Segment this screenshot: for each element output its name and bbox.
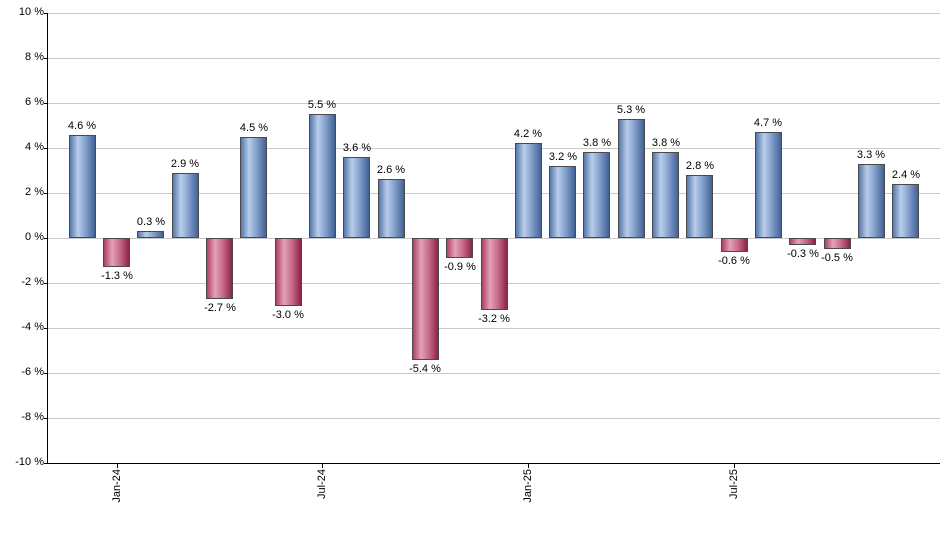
bar-positive xyxy=(343,157,370,238)
bar-value-label: -2.7 % xyxy=(204,302,236,314)
bar-value-label: 4.2 % xyxy=(513,128,543,140)
gridline xyxy=(48,148,940,149)
y-tick-label: 0 % xyxy=(25,231,44,243)
y-axis-tick xyxy=(44,193,48,194)
bar-value-label: -0.9 % xyxy=(444,261,476,273)
y-tick-label: -6 % xyxy=(21,366,44,378)
bar-value-label: 2.9 % xyxy=(170,158,200,170)
bar-negative xyxy=(721,238,748,252)
bar-positive xyxy=(137,231,164,238)
bar-negative xyxy=(103,238,130,267)
bar-value-label: -3.0 % xyxy=(272,309,304,321)
bar-positive xyxy=(549,166,576,238)
bar-positive xyxy=(172,173,199,238)
bar-value-label: 4.5 % xyxy=(239,122,269,134)
bar-value-label: 2.6 % xyxy=(376,164,406,176)
bar-value-label: 3.3 % xyxy=(856,149,886,161)
x-tick-label: Jul-25 xyxy=(728,469,740,499)
x-axis-tick xyxy=(734,463,735,468)
bar-negative xyxy=(446,238,473,258)
bar-positive xyxy=(515,143,542,238)
bar-value-label: -5.4 % xyxy=(409,363,441,375)
gridline xyxy=(48,58,940,59)
x-axis-tick xyxy=(528,463,529,468)
bar-positive xyxy=(858,164,885,238)
bar-value-label: 3.2 % xyxy=(548,151,578,163)
x-axis-tick xyxy=(117,463,118,468)
y-axis-tick xyxy=(44,283,48,284)
y-tick-label: -2 % xyxy=(21,276,44,288)
bar-positive xyxy=(755,132,782,238)
bar-value-label: 5.3 % xyxy=(616,104,646,116)
bar-value-label: 3.8 % xyxy=(582,137,612,149)
bar-negative xyxy=(824,238,851,249)
gridline xyxy=(48,418,940,419)
x-tick-label: Jan-25 xyxy=(522,469,534,503)
bar-positive xyxy=(69,135,96,238)
y-axis-tick xyxy=(44,328,48,329)
bar-negative xyxy=(789,238,816,245)
y-tick-label: 2 % xyxy=(25,186,44,198)
bar-positive xyxy=(618,119,645,238)
bar-positive xyxy=(309,114,336,238)
bar-positive xyxy=(686,175,713,238)
bar-value-label: 4.7 % xyxy=(753,117,783,129)
y-tick-label: 4 % xyxy=(25,141,44,153)
bar-value-label: -0.3 % xyxy=(787,248,819,260)
bar-positive xyxy=(240,137,267,238)
bar-positive xyxy=(652,152,679,238)
bar-negative xyxy=(206,238,233,299)
y-tick-label: -10 % xyxy=(15,456,44,468)
x-tick-label: Jul-24 xyxy=(316,469,328,499)
y-tick-label: -8 % xyxy=(21,411,44,423)
y-axis-tick xyxy=(44,103,48,104)
y-axis-tick xyxy=(44,463,48,464)
bar-value-label: -0.6 % xyxy=(718,255,750,267)
bar-positive xyxy=(892,184,919,238)
bar-value-label: 3.8 % xyxy=(651,137,681,149)
y-axis-tick xyxy=(44,373,48,374)
y-tick-label: -4 % xyxy=(21,321,44,333)
bar-value-label: -3.2 % xyxy=(478,313,510,325)
y-axis-tick xyxy=(44,238,48,239)
bar-negative xyxy=(275,238,302,306)
gridline xyxy=(48,13,940,14)
bar-value-label: 3.6 % xyxy=(342,142,372,154)
bar-negative xyxy=(412,238,439,360)
gridline xyxy=(48,103,940,104)
y-axis-tick xyxy=(44,13,48,14)
bar-value-label: -0.5 % xyxy=(821,252,853,264)
gridline xyxy=(48,193,940,194)
bar-value-label: 2.4 % xyxy=(891,169,921,181)
x-axis-tick xyxy=(322,463,323,468)
y-axis-tick xyxy=(44,418,48,419)
bar-value-label: 2.8 % xyxy=(685,160,715,172)
x-tick-label: Jan-24 xyxy=(111,469,123,503)
bar-positive xyxy=(378,179,405,238)
gridline xyxy=(48,328,940,329)
gridline xyxy=(48,373,940,374)
y-tick-label: 10 % xyxy=(18,6,44,18)
y-axis-tick xyxy=(44,148,48,149)
y-tick-label: 8 % xyxy=(25,51,44,63)
bar-value-label: 0.3 % xyxy=(136,216,166,228)
bar-value-label: -1.3 % xyxy=(101,270,133,282)
y-tick-label: 6 % xyxy=(25,96,44,108)
bar-positive xyxy=(583,152,610,238)
x-axis-line xyxy=(47,463,940,464)
y-axis-tick xyxy=(44,58,48,59)
bar-value-label: 4.6 % xyxy=(67,120,97,132)
bar-negative xyxy=(481,238,508,310)
bar-value-label: 5.5 % xyxy=(307,99,337,111)
